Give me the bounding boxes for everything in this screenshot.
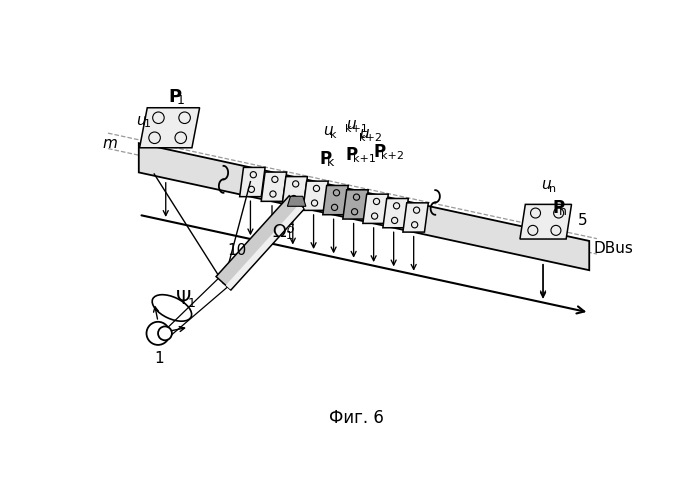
Text: Фиг. 6: Фиг. 6 — [329, 409, 384, 427]
Polygon shape — [140, 108, 200, 148]
Circle shape — [146, 322, 170, 345]
Text: P: P — [319, 150, 332, 168]
Text: 1: 1 — [285, 232, 292, 241]
Text: m: m — [103, 136, 118, 150]
Text: 1: 1 — [155, 352, 164, 366]
Text: k+1: k+1 — [353, 154, 376, 164]
Text: 10: 10 — [227, 244, 246, 258]
Circle shape — [158, 326, 172, 340]
Polygon shape — [139, 143, 590, 270]
Text: $\delta$: $\delta$ — [286, 223, 295, 236]
Text: n: n — [559, 205, 567, 218]
Text: u: u — [360, 126, 369, 142]
Text: 5: 5 — [578, 212, 588, 228]
Polygon shape — [261, 172, 287, 202]
Text: u: u — [136, 112, 146, 128]
Text: P: P — [169, 88, 182, 106]
Text: k+1: k+1 — [345, 124, 368, 134]
Polygon shape — [282, 176, 308, 206]
Text: DBus: DBus — [593, 241, 633, 256]
Text: k: k — [326, 156, 334, 169]
Text: k: k — [331, 130, 337, 140]
Text: $\Psi$: $\Psi$ — [175, 289, 191, 308]
Text: 1: 1 — [144, 119, 151, 129]
Polygon shape — [343, 190, 368, 219]
Polygon shape — [363, 194, 388, 224]
Polygon shape — [403, 203, 428, 232]
Polygon shape — [303, 181, 329, 210]
Polygon shape — [216, 196, 304, 290]
Text: P: P — [374, 144, 386, 162]
Text: P: P — [346, 146, 358, 164]
Text: $\Omega$: $\Omega$ — [272, 224, 287, 242]
Text: 1: 1 — [188, 297, 196, 310]
Polygon shape — [323, 186, 348, 214]
Text: u: u — [346, 117, 356, 132]
Text: k+2: k+2 — [381, 151, 404, 161]
Text: u: u — [323, 124, 332, 138]
Text: n: n — [548, 184, 556, 194]
Polygon shape — [383, 198, 409, 228]
Text: u: u — [541, 177, 551, 192]
Polygon shape — [239, 168, 265, 196]
Polygon shape — [226, 204, 303, 290]
Text: k+2: k+2 — [359, 133, 382, 143]
Text: 1: 1 — [177, 94, 184, 108]
Text: P: P — [553, 199, 564, 217]
Polygon shape — [287, 196, 306, 206]
Polygon shape — [520, 204, 571, 239]
